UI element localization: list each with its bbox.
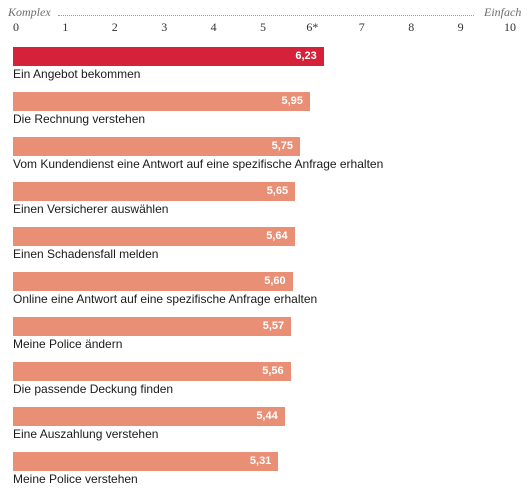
category-label: Vom Kundendienst eine Antwort auf eine s… (13, 157, 384, 171)
x-tick-label: 7 (358, 20, 365, 34)
bar: 5,75 (13, 137, 301, 156)
bar-value-label: 5,95 (281, 95, 303, 107)
category-label: Ein Angebot bekommen (13, 67, 141, 81)
x-tick-label: 5 (260, 20, 266, 34)
bar: 5,65 (13, 182, 296, 201)
bar: 5,31 (13, 452, 279, 471)
category-label: Einen Versicherer auswählen (13, 202, 169, 216)
category-label: Die Rechnung verstehen (13, 112, 146, 126)
x-tick-label: 1 (62, 20, 69, 34)
bar: 5,60 (13, 272, 293, 291)
bar-value-label: 6,23 (295, 50, 317, 62)
scale-left-label: Komplex (8, 5, 51, 19)
bar-value-label: 5,31 (249, 455, 272, 467)
scale-right-label: Einfach (484, 5, 522, 19)
x-tick-label: 2 (111, 20, 118, 34)
category-label: Online eine Antwort auf eine spezifische… (13, 292, 318, 306)
bar-value-label: 5,57 (262, 320, 285, 332)
x-tick-label: 0 (13, 20, 19, 34)
category-label: Eine Auszahlung verstehen (13, 427, 159, 441)
x-tick-label: 6* (306, 20, 319, 34)
bar: 5,64 (13, 227, 295, 246)
bar-value-label: 5,44 (256, 410, 278, 422)
bar: 5,95 (13, 92, 310, 111)
x-tick-label: 10 (504, 20, 516, 34)
bar: 5,57 (13, 317, 292, 336)
bar-value-label: 5,65 (266, 185, 289, 197)
bar: 5,56 (13, 362, 291, 381)
x-tick-label: 8 (408, 20, 415, 34)
x-tick-label: 3 (161, 20, 168, 34)
scale-dotted-line (58, 15, 474, 16)
bar-value-label: 5,60 (264, 275, 286, 287)
category-label: Meine Police verstehen (13, 472, 138, 486)
bar: 6,23 (13, 47, 324, 66)
x-tick-label: 4 (210, 20, 217, 34)
bar-value-label: 5,75 (271, 140, 294, 152)
category-label: Meine Police ändern (13, 337, 123, 351)
bar-value-label: 5,56 (262, 365, 284, 377)
x-tick-label: 9 (457, 20, 464, 34)
bar: 5,44 (13, 407, 285, 426)
category-label: Die passende Deckung finden (13, 382, 174, 396)
category-label: Einen Schadensfall melden (13, 247, 159, 261)
bar-value-label: 5,64 (266, 230, 288, 242)
